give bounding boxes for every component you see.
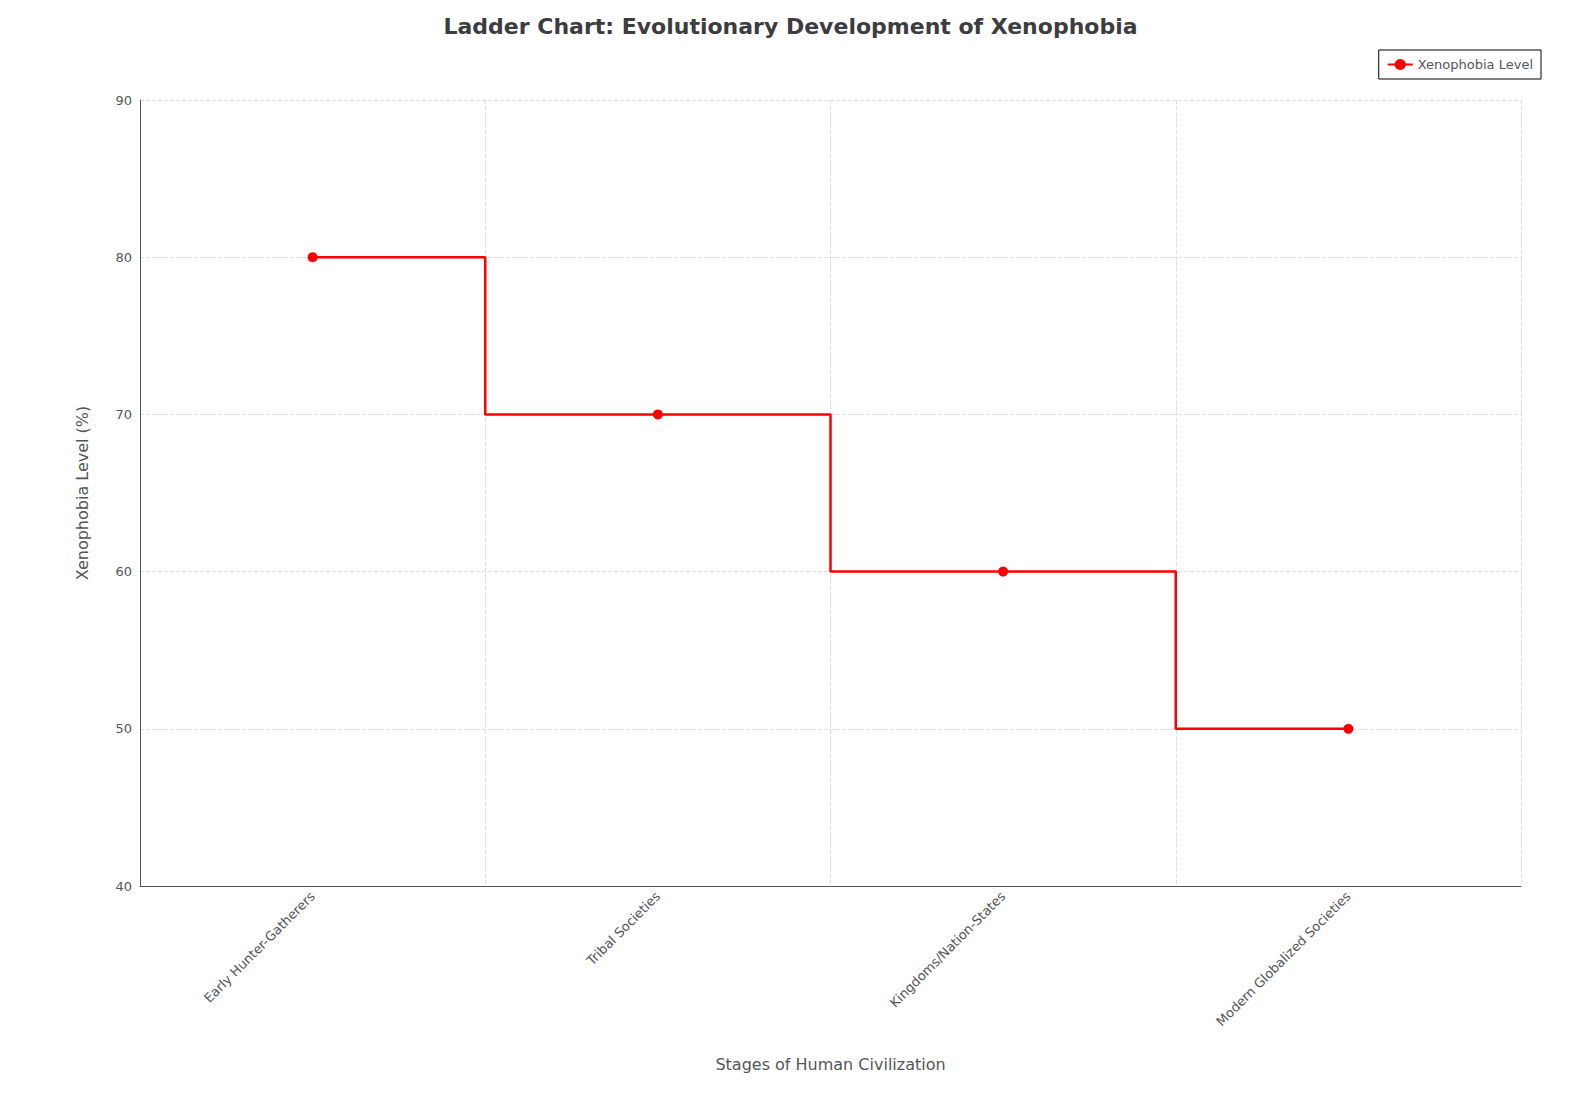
svg-text:50: 50 <box>115 721 132 736</box>
svg-text:Stages of Human Civilization: Stages of Human Civilization <box>715 1055 945 1074</box>
svg-text:90: 90 <box>115 93 132 108</box>
svg-text:Tribal Societies: Tribal Societies <box>583 889 663 969</box>
svg-text:Modern Globalized Societies: Modern Globalized Societies <box>1213 889 1353 1029</box>
svg-text:Kingdoms/Nation-States: Kingdoms/Nation-States <box>887 889 1009 1011</box>
svg-text:60: 60 <box>115 564 132 579</box>
svg-text:Early Hunter-Gatherers: Early Hunter-Gatherers <box>201 889 318 1006</box>
svg-text:70: 70 <box>115 407 132 422</box>
svg-text:80: 80 <box>115 250 132 265</box>
svg-text:Xenophobia Level (%): Xenophobia Level (%) <box>73 406 92 581</box>
svg-text:40: 40 <box>115 879 132 894</box>
svg-text:Xenophobia Level: Xenophobia Level <box>1418 57 1533 72</box>
svg-text:Ladder Chart: Evolutionary Dev: Ladder Chart: Evolutionary Development o… <box>443 14 1137 39</box>
